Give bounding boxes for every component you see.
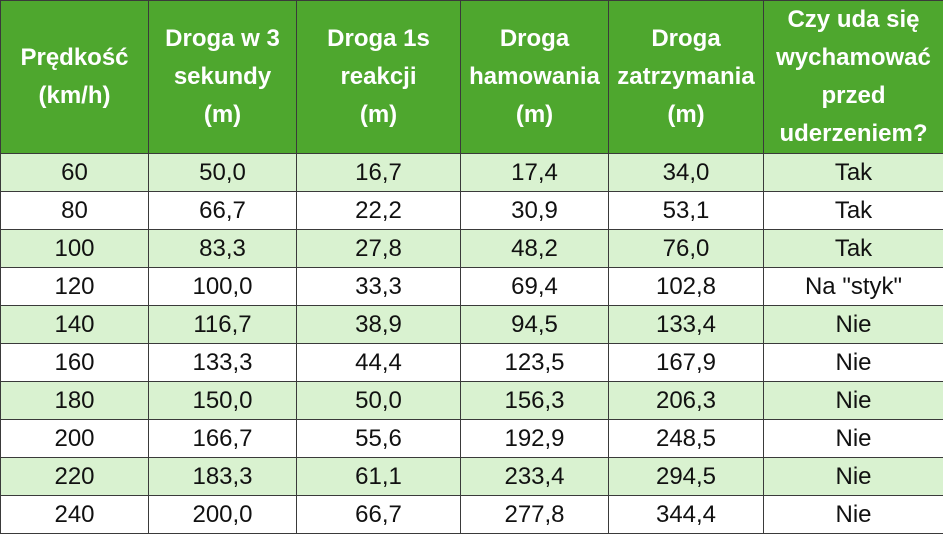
cell-braking-distance: 192,9	[461, 420, 609, 458]
cell-speed: 220	[1, 458, 149, 496]
cell-distance-3s: 166,7	[149, 420, 297, 458]
cell-distance-3s: 150,0	[149, 382, 297, 420]
header-distance-3s: Droga w 3 sekundy (m)	[149, 1, 297, 154]
cell-speed: 120	[1, 268, 149, 306]
table-row: 140 116,7 38,9 94,5 133,4 Nie	[1, 306, 943, 344]
cell-braking-distance: 233,4	[461, 458, 609, 496]
table-row: 60 50,0 16,7 17,4 34,0 Tak	[1, 154, 943, 192]
table-row: 220 183,3 61,1 233,4 294,5 Nie	[1, 458, 943, 496]
cell-stopping-distance: 294,5	[609, 458, 764, 496]
cell-distance-3s: 100,0	[149, 268, 297, 306]
cell-can-stop: Na "styk"	[764, 268, 943, 306]
cell-braking-distance: 123,5	[461, 344, 609, 382]
cell-can-stop: Nie	[764, 420, 943, 458]
table-row: 200 166,7 55,6 192,9 248,5 Nie	[1, 420, 943, 458]
cell-braking-distance: 48,2	[461, 230, 609, 268]
header-stopping-distance: Droga zatrzymania (m)	[609, 1, 764, 154]
cell-reaction-distance: 55,6	[297, 420, 461, 458]
cell-braking-distance: 17,4	[461, 154, 609, 192]
cell-reaction-distance: 38,9	[297, 306, 461, 344]
cell-stopping-distance: 133,4	[609, 306, 764, 344]
cell-speed: 140	[1, 306, 149, 344]
header-can-stop: Czy uda się wychamować przed uderzeniem?	[764, 1, 943, 154]
header-reaction-distance: Droga 1s reakcji (m)	[297, 1, 461, 154]
table-row: 80 66,7 22,2 30,9 53,1 Tak	[1, 192, 943, 230]
cell-speed: 160	[1, 344, 149, 382]
cell-can-stop: Nie	[764, 458, 943, 496]
table-row: 120 100,0 33,3 69,4 102,8 Na "styk"	[1, 268, 943, 306]
cell-reaction-distance: 61,1	[297, 458, 461, 496]
cell-braking-distance: 156,3	[461, 382, 609, 420]
cell-reaction-distance: 22,2	[297, 192, 461, 230]
cell-speed: 60	[1, 154, 149, 192]
cell-stopping-distance: 344,4	[609, 496, 764, 534]
cell-speed: 240	[1, 496, 149, 534]
cell-reaction-distance: 66,7	[297, 496, 461, 534]
cell-speed: 100	[1, 230, 149, 268]
cell-speed: 200	[1, 420, 149, 458]
cell-braking-distance: 69,4	[461, 268, 609, 306]
cell-can-stop: Tak	[764, 192, 943, 230]
cell-distance-3s: 133,3	[149, 344, 297, 382]
cell-can-stop: Tak	[764, 230, 943, 268]
table-row: 160 133,3 44,4 123,5 167,9 Nie	[1, 344, 943, 382]
cell-speed: 80	[1, 192, 149, 230]
cell-distance-3s: 200,0	[149, 496, 297, 534]
header-speed: Prędkość (km/h)	[1, 1, 149, 154]
table-row: 240 200,0 66,7 277,8 344,4 Nie	[1, 496, 943, 534]
cell-can-stop: Nie	[764, 382, 943, 420]
cell-reaction-distance: 33,3	[297, 268, 461, 306]
cell-distance-3s: 66,7	[149, 192, 297, 230]
header-braking-distance: Droga hamowania (m)	[461, 1, 609, 154]
cell-braking-distance: 94,5	[461, 306, 609, 344]
header-row: Prędkość (km/h) Droga w 3 sekundy (m) Dr…	[1, 1, 943, 154]
cell-can-stop: Nie	[764, 344, 943, 382]
cell-stopping-distance: 167,9	[609, 344, 764, 382]
cell-stopping-distance: 34,0	[609, 154, 764, 192]
cell-stopping-distance: 53,1	[609, 192, 764, 230]
cell-distance-3s: 83,3	[149, 230, 297, 268]
cell-distance-3s: 183,3	[149, 458, 297, 496]
cell-distance-3s: 116,7	[149, 306, 297, 344]
table-row: 180 150,0 50,0 156,3 206,3 Nie	[1, 382, 943, 420]
cell-braking-distance: 30,9	[461, 192, 609, 230]
cell-distance-3s: 50,0	[149, 154, 297, 192]
cell-speed: 180	[1, 382, 149, 420]
cell-can-stop: Nie	[764, 496, 943, 534]
cell-stopping-distance: 76,0	[609, 230, 764, 268]
cell-reaction-distance: 27,8	[297, 230, 461, 268]
cell-stopping-distance: 102,8	[609, 268, 764, 306]
cell-reaction-distance: 16,7	[297, 154, 461, 192]
cell-reaction-distance: 44,4	[297, 344, 461, 382]
cell-stopping-distance: 248,5	[609, 420, 764, 458]
cell-reaction-distance: 50,0	[297, 382, 461, 420]
cell-can-stop: Tak	[764, 154, 943, 192]
cell-can-stop: Nie	[764, 306, 943, 344]
table-row: 100 83,3 27,8 48,2 76,0 Tak	[1, 230, 943, 268]
cell-braking-distance: 277,8	[461, 496, 609, 534]
cell-stopping-distance: 206,3	[609, 382, 764, 420]
